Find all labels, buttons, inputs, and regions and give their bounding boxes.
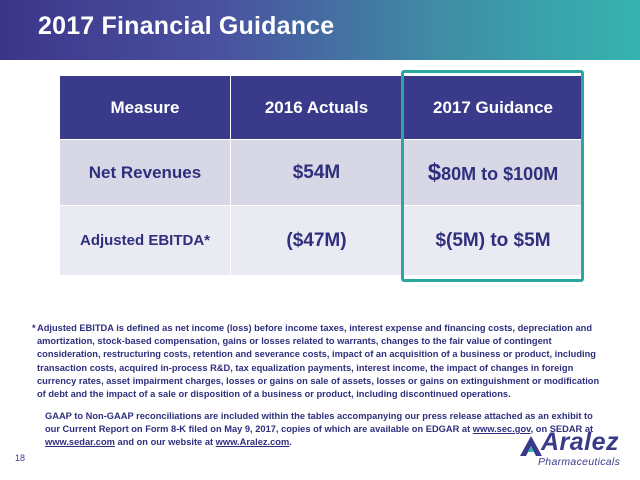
guidance-cell: $80M to $100M xyxy=(402,139,584,206)
gaap-text: . xyxy=(289,437,292,448)
logo-name: Aralez xyxy=(541,428,620,456)
column-header-2017-guidance: 2017 Guidance xyxy=(402,75,584,140)
table-row: Net Revenues $54M $80M to $100M xyxy=(59,139,584,206)
aralez-logo-icon xyxy=(520,436,542,456)
footnote-text: Adjusted EBITDA is defined as net income… xyxy=(37,323,600,400)
column-header-measure: Measure xyxy=(59,75,231,140)
actual-cell: $54M xyxy=(230,139,403,206)
measure-cell: Adjusted EBITDA* xyxy=(59,205,231,276)
measure-cell: Net Revenues xyxy=(59,139,231,206)
page-number: 18 xyxy=(15,453,26,463)
table-header-row: Measure 2016 Actuals 2017 Guidance xyxy=(59,75,584,140)
title-banner: 2017 Financial Guidance xyxy=(0,0,640,60)
aralez-link[interactable]: www.Aralez.com xyxy=(215,437,290,448)
gaap-reconciliation-note: GAAP to Non-GAAP reconciliations are inc… xyxy=(45,410,600,450)
sec-link[interactable]: www.sec.gov xyxy=(472,424,531,435)
page-title: 2017 Financial Guidance xyxy=(38,12,335,40)
guidance-dollar-sign: $ xyxy=(427,158,442,186)
gaap-text: , on SEDAR at xyxy=(530,424,594,435)
guidance-value: 80M to $100M xyxy=(441,163,559,184)
column-header-2016-actuals: 2016 Actuals xyxy=(230,75,403,140)
guidance-cell: $(5M) to $5M xyxy=(402,205,584,276)
footnote: * Adjusted EBITDA is defined as net inco… xyxy=(32,322,602,401)
sedar-link[interactable]: www.sedar.com xyxy=(45,437,115,448)
actual-cell: ($47M) xyxy=(230,205,403,276)
guidance-table: Measure 2016 Actuals 2017 Guidance Net R… xyxy=(59,75,584,276)
gaap-text: and on our website at xyxy=(114,437,216,448)
company-logo: Aralez Pharmaceuticals xyxy=(519,428,629,471)
gaap-text: GAAP to Non-GAAP reconciliations are inc… xyxy=(45,411,593,435)
table-row: Adjusted EBITDA* ($47M) $(5M) to $5M xyxy=(59,205,584,276)
logo-subtitle: Pharmaceuticals xyxy=(538,456,621,468)
footnote-marker: * xyxy=(32,323,36,333)
